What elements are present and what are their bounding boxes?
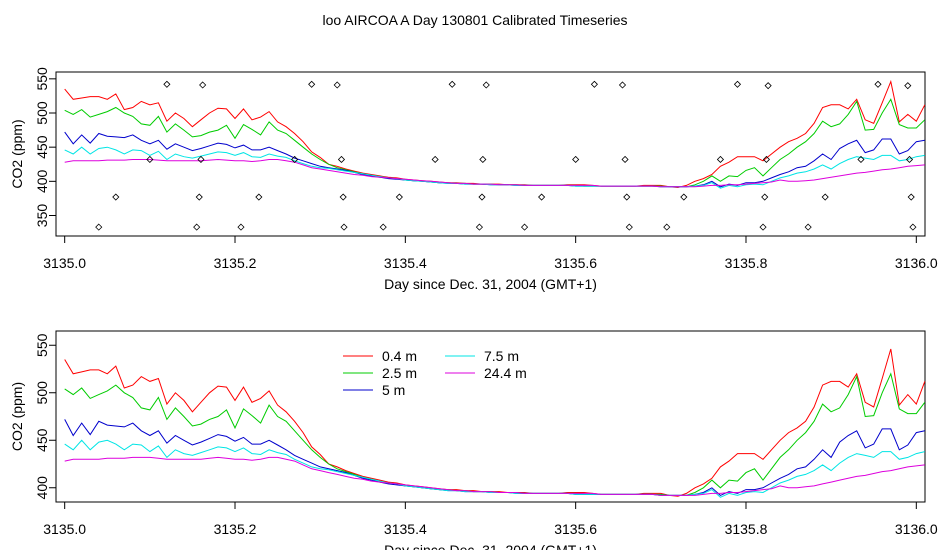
plot-frame: [55, 330, 926, 503]
legend-label: 2.5 m: [382, 365, 417, 381]
scatter-point: [197, 155, 205, 164]
x-tick-label: 3135.0: [43, 255, 86, 271]
plot-panel-bottom: 3135.0 3135.2 3135.4 3135.6 3135.8 3136.0 400 4…: [9, 330, 938, 550]
x-tick-label: 3135.6: [554, 255, 597, 271]
y-tick-label: 400: [34, 476, 50, 500]
scatter-point: [572, 155, 580, 164]
scatter-point: [538, 193, 546, 201]
scatter-point: [339, 193, 347, 201]
scatter-point: [874, 80, 882, 88]
y-tick-label: 450: [34, 135, 50, 159]
scatter-point: [193, 223, 201, 231]
scatter-point: [308, 80, 316, 88]
scatter-point: [759, 223, 767, 231]
y-tick-label: 500: [34, 101, 50, 125]
scatter-point: [112, 193, 120, 201]
scatter-point: [482, 81, 490, 89]
x-axis-label: Day since Dec. 31, 2004 (GMT+1): [384, 276, 597, 292]
y-tick-label: 450: [34, 428, 50, 452]
scatter-point: [195, 193, 203, 201]
plot-frame: [55, 71, 926, 237]
scatter-point: [95, 223, 103, 231]
legend-label: 24.4 m: [484, 365, 527, 381]
x-tick-label: 3135.8: [725, 521, 768, 537]
scatter-point: [857, 155, 865, 164]
scatter-point: [764, 82, 772, 90]
scatter-point: [907, 193, 915, 201]
scatter-point: [762, 155, 770, 164]
y-axis-label: CO2 (ppm): [9, 119, 25, 188]
scatter-point: [716, 155, 725, 164]
scatter-point: [199, 81, 207, 89]
scatter-point: [479, 155, 487, 164]
scatter-point: [520, 223, 529, 231]
scatter-point: [621, 155, 629, 164]
y-axis-label: CO2 (ppm): [9, 382, 25, 451]
y-tick-label: 550: [34, 333, 50, 357]
scatter-point: [379, 223, 387, 231]
y-tick-label: 550: [34, 67, 50, 91]
scatter-point: [333, 81, 341, 89]
legend-label: 5 m: [382, 382, 405, 398]
scatter-point: [623, 193, 631, 201]
scatter-point: [337, 155, 346, 164]
scatter-point: [448, 80, 456, 88]
scatter-point: [821, 193, 829, 201]
series-line: [64, 419, 925, 496]
scatter-point: [625, 223, 633, 231]
scatter-point: [733, 80, 742, 88]
series-line: [64, 146, 925, 189]
x-tick-label: 3135.0: [43, 521, 86, 537]
x-tick-label: 3135.8: [725, 255, 768, 271]
scatter-point: [237, 223, 245, 231]
legend-label: 0.4 m: [382, 348, 417, 364]
x-axis-label: Day since Dec. 31, 2004 (GMT+1): [384, 542, 597, 550]
x-tick-label: 3135.2: [214, 521, 257, 537]
scatter-point: [475, 223, 483, 231]
scatter-point: [478, 193, 486, 201]
scatter-point: [761, 193, 769, 201]
y-tick-label: 350: [34, 204, 50, 228]
series-line: [64, 439, 925, 498]
scatter-point: [431, 155, 439, 164]
scatter-point: [680, 193, 688, 201]
legend: 0.4 m2.5 m5 m 7.5 m24.4 m: [343, 348, 527, 398]
scatter-point: [590, 80, 598, 88]
scatter-point: [909, 223, 917, 231]
scatter-point: [291, 155, 299, 164]
scatter-point: [804, 223, 812, 231]
x-tick-label: 3136.0: [895, 255, 938, 271]
scatter-point: [340, 223, 348, 231]
x-tick-label: 3135.4: [384, 521, 427, 537]
series-line: [64, 456, 925, 496]
figure-title: loo AIRCOA A Day 130801 Calibrated Times…: [322, 12, 628, 28]
x-tick-label: 3135.6: [554, 521, 597, 537]
scatter-point: [618, 81, 627, 89]
scatter-point: [255, 193, 263, 201]
scatter-point: [905, 155, 914, 164]
plot-panel-top: 3135.0 3135.2 3135.4 3135.6 3135.8 3136.0 350 4…: [9, 67, 938, 292]
legend-label: 7.5 m: [484, 348, 519, 364]
x-tick-label: 3136.0: [895, 521, 938, 537]
scatter-point: [663, 223, 671, 231]
x-tick-label: 3135.4: [384, 255, 427, 271]
x-tick-label: 3135.2: [214, 255, 257, 271]
scatter-point: [146, 155, 154, 164]
scatter-point: [163, 80, 171, 88]
scatter-point: [395, 193, 403, 201]
scatter-point: [904, 82, 912, 90]
series-line: [64, 158, 925, 188]
series-line: [64, 79, 926, 189]
y-tick-label: 400: [34, 169, 50, 193]
y-tick-label: 500: [34, 381, 50, 405]
series-line: [64, 131, 925, 188]
